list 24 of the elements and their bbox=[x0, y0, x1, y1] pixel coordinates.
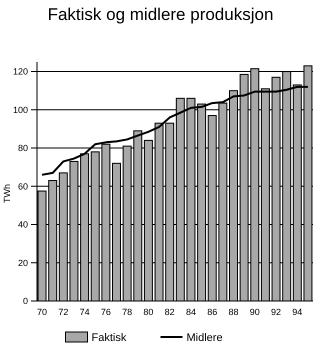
x-tick-label: 80 bbox=[143, 307, 154, 317]
x-tick-label: 92 bbox=[271, 307, 282, 317]
x-tick-label: 88 bbox=[228, 307, 239, 317]
y-tick-label: 80 bbox=[18, 143, 28, 154]
x-tick-label: 76 bbox=[100, 307, 111, 317]
x-tick-label: 84 bbox=[186, 307, 196, 317]
y-tick-label: 120 bbox=[12, 66, 28, 77]
x-tick-label: 82 bbox=[164, 307, 175, 317]
y-tick-label: 60 bbox=[18, 181, 28, 192]
x-tick-label: 70 bbox=[37, 307, 48, 317]
y-tick-label: 40 bbox=[18, 220, 28, 230]
x-tick-label: 90 bbox=[250, 307, 260, 317]
x-tick-label: 94 bbox=[292, 307, 302, 317]
y-axis-title: TWh bbox=[2, 184, 12, 203]
x-tick-label: 72 bbox=[58, 307, 68, 317]
y-tick-label: 100 bbox=[12, 104, 28, 115]
legend-label: Faktisk bbox=[92, 332, 127, 344]
chart-title: Faktisk og midlere produksjon bbox=[48, 5, 274, 24]
legend-label: Midlere bbox=[186, 332, 223, 344]
y-tick-label: 0 bbox=[22, 296, 28, 306]
x-tick-label: 74 bbox=[80, 307, 90, 317]
y-tick-label: 20 bbox=[18, 258, 28, 268]
x-tick-label: 78 bbox=[122, 307, 132, 317]
x-tick-label: 86 bbox=[207, 307, 218, 317]
